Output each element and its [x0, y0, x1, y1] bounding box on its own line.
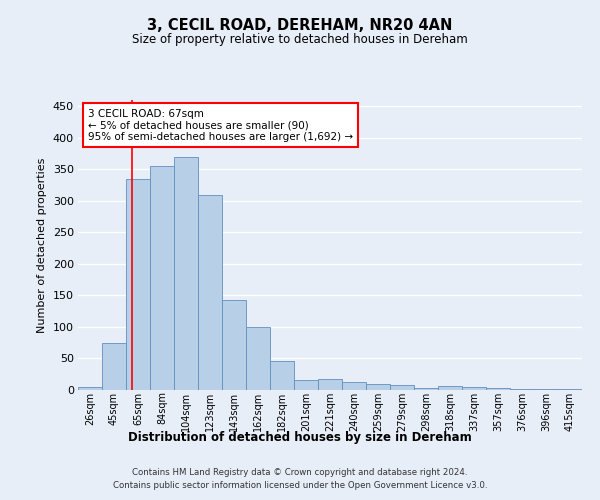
- Bar: [366, 384, 390, 390]
- Bar: [486, 388, 510, 390]
- Bar: [126, 179, 150, 390]
- Text: 3 CECIL ROAD: 67sqm
← 5% of detached houses are smaller (90)
95% of semi-detache: 3 CECIL ROAD: 67sqm ← 5% of detached hou…: [88, 108, 353, 142]
- Bar: [150, 166, 174, 390]
- Y-axis label: Number of detached properties: Number of detached properties: [37, 158, 47, 332]
- Bar: [390, 385, 414, 390]
- Bar: [102, 342, 126, 390]
- Bar: [342, 382, 366, 390]
- Bar: [222, 300, 246, 390]
- Bar: [174, 156, 198, 390]
- Bar: [246, 327, 270, 390]
- Bar: [318, 380, 342, 390]
- Bar: [198, 194, 222, 390]
- Text: Contains public sector information licensed under the Open Government Licence v3: Contains public sector information licen…: [113, 482, 487, 490]
- Text: Contains HM Land Registry data © Crown copyright and database right 2024.: Contains HM Land Registry data © Crown c…: [132, 468, 468, 477]
- Bar: [294, 380, 318, 390]
- Bar: [438, 386, 462, 390]
- Text: 3, CECIL ROAD, DEREHAM, NR20 4AN: 3, CECIL ROAD, DEREHAM, NR20 4AN: [148, 18, 452, 32]
- Bar: [270, 361, 294, 390]
- Bar: [78, 387, 102, 390]
- Text: Distribution of detached houses by size in Dereham: Distribution of detached houses by size …: [128, 431, 472, 444]
- Text: Size of property relative to detached houses in Dereham: Size of property relative to detached ho…: [132, 32, 468, 46]
- Bar: [414, 388, 438, 390]
- Bar: [462, 387, 486, 390]
